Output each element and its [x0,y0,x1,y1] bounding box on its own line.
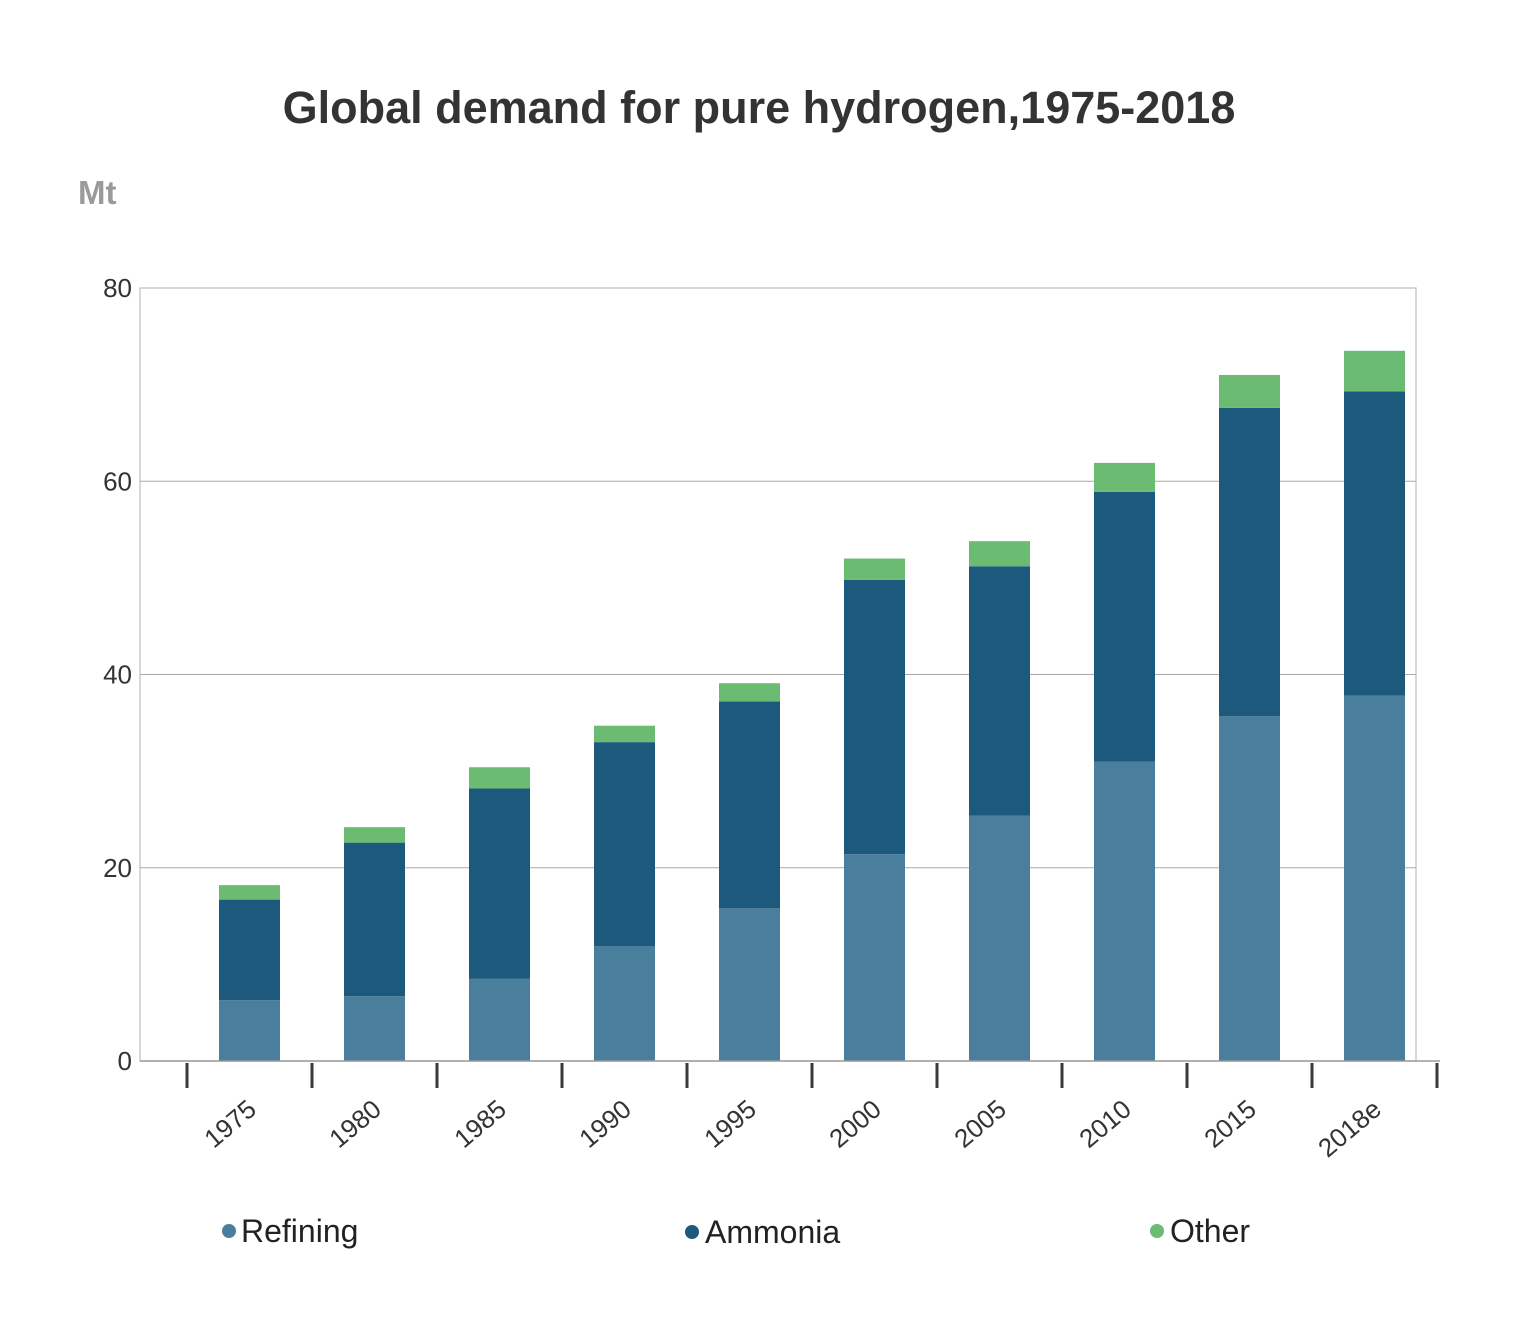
bar-other-1990 [594,725,655,743]
bar-refining-1985 [469,978,530,1061]
bar-ammonia-2005 [969,566,1030,816]
x-tick-label: 1985 [448,1094,512,1154]
bar-ammonia-2015 [1219,407,1280,717]
legend-item-refining: Refining [222,1213,358,1249]
x-tick-label: 1995 [698,1094,762,1154]
bars [219,350,1405,1061]
legend-swatch-ammonia [685,1225,699,1239]
x-tick-label: 1980 [323,1094,387,1154]
x-axis: 1975 1980 1985 1990 1995 2000 2005 2010 2015 2018… [140,1060,1440,1163]
bar-other-2010 [1094,462,1155,492]
y-tick-label: 80 [103,273,132,303]
legend-item-other: Other [1150,1213,1250,1249]
bar-other-1975 [219,885,280,900]
bar-other-1995 [719,683,780,702]
x-tick-label: 2010 [1073,1094,1137,1154]
bar-refining-2005 [969,815,1030,1061]
x-tick-label: 2015 [1198,1094,1262,1154]
legend-swatch-other [1150,1224,1164,1238]
bar-ammonia-1980 [344,842,405,997]
x-tick-label: 2018e [1312,1094,1387,1163]
bar-refining-1975 [219,1000,280,1061]
y-tick-label: 0 [118,1046,132,1076]
bar-other-1985 [469,767,530,789]
bar-ammonia-1995 [719,701,780,909]
legend-swatch-refining [222,1224,236,1238]
bar-other-2015 [1219,374,1280,408]
bar-refining-2018e [1344,695,1405,1061]
y-tick-label: 20 [103,853,132,883]
y-tick-label: 40 [103,660,132,690]
y-tick-label: 60 [103,466,132,496]
legend-label-refining: Refining [241,1213,358,1249]
bar-refining-1990 [594,946,655,1061]
bar-refining-2015 [1219,716,1280,1061]
bar-refining-1995 [719,908,780,1061]
bar-ammonia-2010 [1094,491,1155,762]
chart-title: Global demand for pure hydrogen,1975-201… [283,82,1236,133]
y-axis-unit-label: Mt [78,174,116,211]
bar-ammonia-1975 [219,899,280,1001]
bar-other-2005 [969,541,1030,567]
x-tick-label: 2000 [823,1094,887,1154]
bar-other-2018e [1344,350,1405,392]
bar-ammonia-2018e [1344,391,1405,696]
x-tick-label: 2005 [948,1094,1012,1154]
legend: Refining Ammonia Other [222,1213,1250,1250]
bar-other-2000 [844,558,905,580]
bar-refining-2010 [1094,761,1155,1061]
y-axis: 0 20 40 60 80 [103,273,132,1076]
bar-refining-2000 [844,854,905,1061]
bar-ammonia-1985 [469,788,530,979]
bar-other-1980 [344,827,405,843]
legend-label-other: Other [1170,1213,1250,1249]
x-tick-label: 1975 [198,1094,262,1154]
legend-label-ammonia: Ammonia [705,1214,840,1250]
bar-ammonia-2000 [844,579,905,855]
bar-refining-1980 [344,996,405,1061]
x-tick-label: 1990 [573,1094,637,1154]
bar-ammonia-1990 [594,742,655,947]
legend-item-ammonia: Ammonia [685,1214,840,1250]
